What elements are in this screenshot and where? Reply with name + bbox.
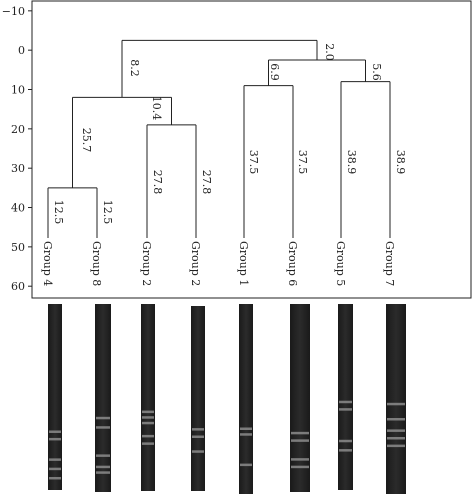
gel-band xyxy=(142,421,154,425)
plot-frame xyxy=(31,0,472,299)
leaf-label: Group 7 xyxy=(383,241,396,286)
leaf-labels: Group 4 Group 8 Group 2 Group 2 Group 1 Group… xyxy=(41,241,396,286)
y-tick-label: 60 xyxy=(11,280,25,293)
gel-band xyxy=(240,463,252,467)
gel-band xyxy=(192,450,204,453)
y-axis: −10 0 10 20 30 40 50 60 xyxy=(2,5,32,293)
gel-lane xyxy=(338,304,353,490)
gel-lane xyxy=(141,304,155,491)
gel-band xyxy=(96,426,110,429)
leaf-label: Group 4 xyxy=(41,241,54,286)
gel-lane xyxy=(48,304,62,490)
branch-length-label: 5.6 xyxy=(370,63,383,81)
gel-band xyxy=(142,410,154,414)
leaf-label: Group 6 xyxy=(286,241,299,286)
leaf-label: Group 2 xyxy=(189,241,202,286)
branch-length-label: 27.8 xyxy=(200,170,213,195)
gel-band xyxy=(291,458,309,461)
gel-band xyxy=(142,416,154,419)
gel-band xyxy=(339,449,352,452)
branch-length-label: 6.9 xyxy=(268,63,281,81)
y-tick-label: 50 xyxy=(11,241,25,254)
gel-band xyxy=(96,471,110,474)
gel-band xyxy=(339,408,352,411)
gel-band xyxy=(240,433,252,436)
gel-band xyxy=(49,430,61,433)
branch-length-label: 12.5 xyxy=(101,200,114,225)
gel-band xyxy=(240,427,252,430)
y-tick-label: −10 xyxy=(2,5,25,18)
gel-band xyxy=(49,476,61,480)
y-tick-label: 0 xyxy=(18,44,25,57)
leaf-label: Group 8 xyxy=(90,241,103,286)
gel-band xyxy=(96,465,110,469)
dendrogram: −10 0 10 20 30 40 50 60 8.2 2.0 10.4 25.7 12.5 12.5 2… xyxy=(2,0,472,299)
gel-band xyxy=(387,429,405,432)
gel-lane xyxy=(239,304,253,494)
gel-band xyxy=(96,416,110,420)
y-tick-label: 40 xyxy=(11,202,25,215)
branch-length-label: 37.5 xyxy=(296,150,309,175)
gel-band xyxy=(387,418,405,421)
gel-lane xyxy=(191,306,205,491)
gel-band xyxy=(291,431,309,435)
gel-band xyxy=(291,439,309,442)
gel-band xyxy=(192,428,204,431)
leaf-label: Group 5 xyxy=(334,241,347,286)
gel-band xyxy=(387,437,405,440)
y-tick-label: 30 xyxy=(11,162,25,175)
gel-lane xyxy=(290,304,310,492)
branch-length-label: 38.9 xyxy=(345,150,358,175)
gel-band xyxy=(49,458,61,461)
dendrogram-tree xyxy=(47,39,391,238)
branch-length-label: 2.0 xyxy=(323,43,336,61)
branch-length-label: 37.5 xyxy=(247,150,260,175)
gel-lane xyxy=(386,304,406,494)
gel-electrophoresis-image xyxy=(48,304,406,494)
branch-length-label: 8.2 xyxy=(128,59,141,77)
branch-length-label: 27.8 xyxy=(151,170,164,195)
leaf-label: Group 2 xyxy=(140,241,153,286)
gel-band xyxy=(291,465,309,469)
gel-band xyxy=(49,467,61,471)
gel-lane xyxy=(95,304,111,492)
gel-band xyxy=(49,437,61,441)
gel-band xyxy=(192,435,204,438)
gel-band xyxy=(96,454,110,457)
gel-band xyxy=(339,439,352,443)
y-tick-label: 20 xyxy=(11,123,25,136)
branch-length-labels: 8.2 2.0 10.4 25.7 12.5 12.5 27.8 27.8 6.9 5.6 37.5… xyxy=(52,43,407,224)
gel-band xyxy=(387,402,405,406)
branch-length-label: 10.4 xyxy=(150,96,163,121)
gel-band xyxy=(142,442,154,445)
y-tick-label: 10 xyxy=(11,84,25,97)
gel-band xyxy=(339,400,352,404)
branch-length-label: 25.7 xyxy=(80,128,93,153)
branch-length-label: 38.9 xyxy=(394,150,407,175)
branch-length-label: 12.5 xyxy=(52,200,65,225)
gel-band xyxy=(387,444,405,448)
leaf-label: Group 1 xyxy=(237,241,250,286)
gel-band xyxy=(142,434,154,438)
